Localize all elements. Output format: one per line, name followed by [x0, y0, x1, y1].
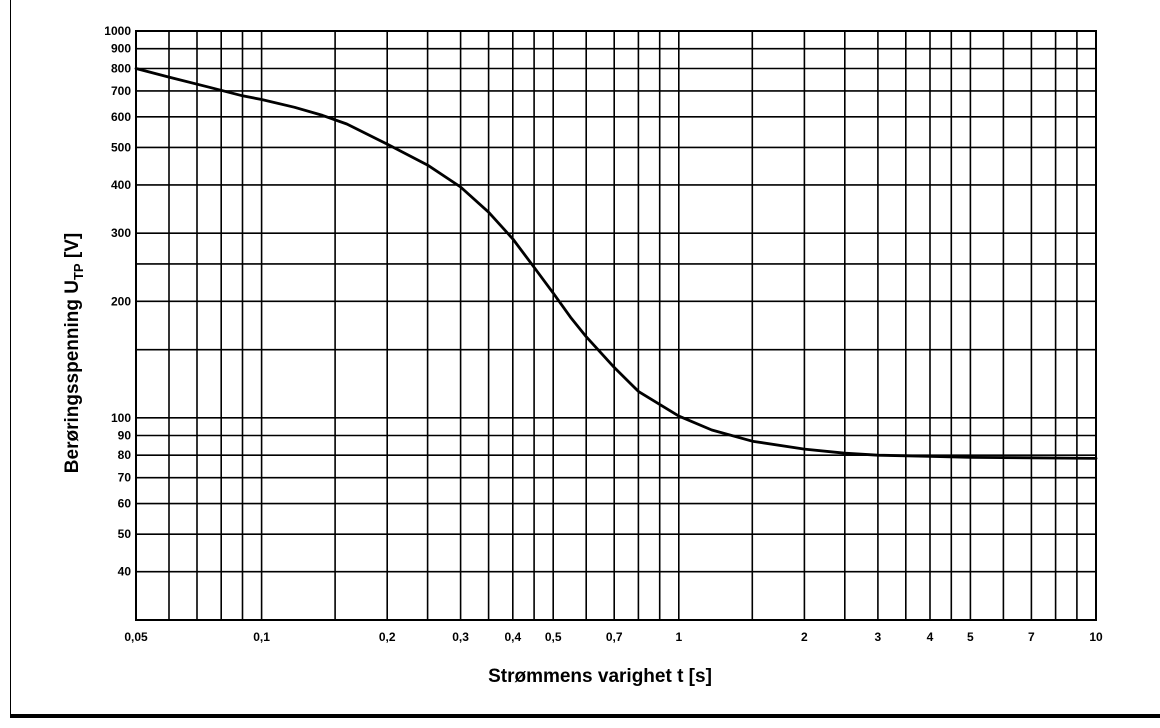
- plot-frame: [135, 30, 1097, 621]
- series-layer: [134, 67, 1098, 460]
- x-tick-label: 0,4: [504, 630, 521, 644]
- y-tick-label: 900: [111, 42, 131, 56]
- x-tick-label: 0,5: [545, 630, 562, 644]
- x-tick-label: 3: [875, 630, 882, 644]
- y-tick-label: 40: [118, 565, 132, 579]
- x-tick-label: 7: [1028, 630, 1035, 644]
- y-axis-title-subscript: TP: [71, 263, 86, 280]
- x-tick-label: 0,1: [253, 630, 270, 644]
- x-tick-label: 0,2: [379, 630, 396, 644]
- x-tick-label: 2: [801, 630, 808, 644]
- y-axis-title: Berøringsspenning UTP [V]: [62, 233, 86, 473]
- y-axis-title-unit: [V]: [62, 233, 83, 264]
- frame-layer: [135, 30, 1097, 621]
- x-axis-title: Strømmens varighet t [s]: [488, 666, 712, 687]
- x-tick-label: 0,7: [606, 630, 623, 644]
- x-tick-label: 4: [927, 630, 934, 644]
- grid-layer: [135, 30, 1097, 620]
- y-tick-label: 500: [111, 140, 131, 154]
- x-tick-label: 0,05: [124, 630, 148, 644]
- y-tick-label: 50: [118, 527, 132, 541]
- tick-label-layer: 0,05 0,1 0,2 0,3 0,4 0,5 0,7 1 2 3 4 5 7 10 40 50 60 70 80…: [104, 24, 1103, 644]
- y-tick-label: 700: [111, 84, 131, 98]
- series-line: [134, 67, 1098, 460]
- x-tick-label: 5: [967, 630, 974, 644]
- y-tick-label: 70: [118, 471, 132, 485]
- y-axis-title-main: Berøringsspenning U: [62, 280, 83, 473]
- y-tick-label: 800: [111, 62, 131, 76]
- y-tick-label: 80: [118, 448, 132, 462]
- y-tick-label: 200: [111, 294, 131, 308]
- y-tick-label: 400: [111, 178, 131, 192]
- y-tick-label: 300: [111, 226, 131, 240]
- x-tick-label: 1: [675, 630, 682, 644]
- y-tick-label: 1000: [104, 24, 131, 38]
- y-tick-label: 90: [118, 429, 132, 443]
- x-tick-label: 0,3: [452, 630, 469, 644]
- page-border-bottom: [10, 714, 1160, 718]
- x-tick-label: 10: [1089, 630, 1103, 644]
- page-border-left: [10, 0, 11, 716]
- y-tick-label: 60: [118, 497, 132, 511]
- y-tick-label: 600: [111, 110, 131, 124]
- y-tick-label: 100: [111, 411, 131, 425]
